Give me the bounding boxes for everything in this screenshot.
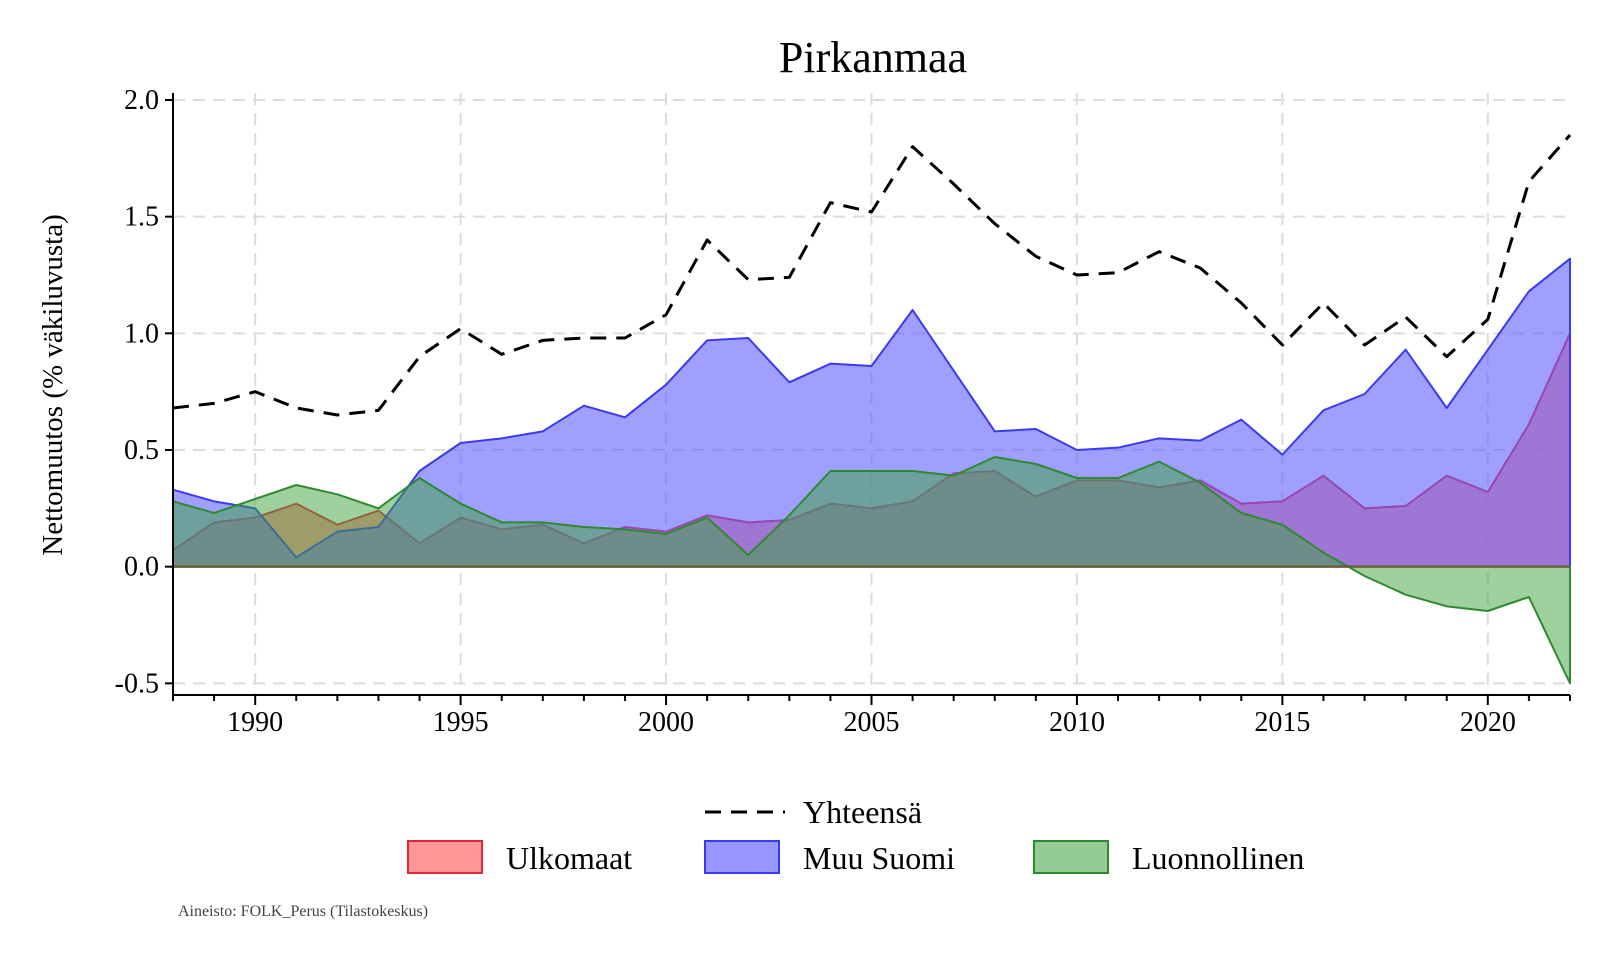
legend-label-yhteensa: Yhteensä	[803, 794, 922, 830]
x-tick-label: 2015	[1254, 707, 1310, 738]
x-tick-label: 2000	[638, 707, 694, 738]
x-tick-label: 2010	[1049, 707, 1105, 738]
y-axis-label: Nettomuutos (% väkiluvusta)	[37, 214, 69, 556]
x-tick-labels: 1990 1995 2000 2005 2010 2015 2020	[172, 695, 1571, 738]
x-tick-label: 1995	[433, 707, 489, 738]
y-tick-label: 1.0	[124, 318, 159, 349]
y-tick-label: 0.0	[124, 552, 159, 583]
x-tick-label: 2020	[1460, 707, 1516, 738]
legend-swatch-muu-suomi	[704, 840, 780, 874]
source-note: Aineisto: FOLK_Perus (Tilastokeskus)	[178, 903, 428, 920]
y-tick-label: 2.0	[124, 85, 159, 116]
x-tick-label: 2005	[844, 707, 900, 738]
y-tick-label: 0.5	[124, 435, 159, 466]
area-luonnollinen	[172, 456, 1571, 685]
legend-swatch-ulkomaat	[407, 840, 483, 874]
legend-label-luonnollinen: Luonnollinen	[1132, 840, 1304, 876]
plot-lines	[172, 134, 1572, 417]
chart-title: Pirkanmaa	[779, 33, 967, 82]
x-tick-label: 1990	[227, 707, 283, 738]
legend-label-ulkomaat: Ulkomaat	[506, 840, 632, 876]
y-tick-label: 1.5	[124, 202, 159, 233]
legend-label-muu-suomi: Muu Suomi	[803, 840, 955, 876]
line-yhteensa	[172, 134, 1572, 417]
legend: Yhteensä Ulkomaat Muu Suomi Luonnollinen	[407, 794, 1304, 876]
y-tick-labels: -0.5 0.0 0.5 1.0 1.5 2.0	[115, 85, 173, 699]
legend-swatch-luonnollinen	[1033, 840, 1109, 874]
plot-areas	[172, 257, 1571, 685]
y-tick-label: -0.5	[115, 668, 159, 699]
